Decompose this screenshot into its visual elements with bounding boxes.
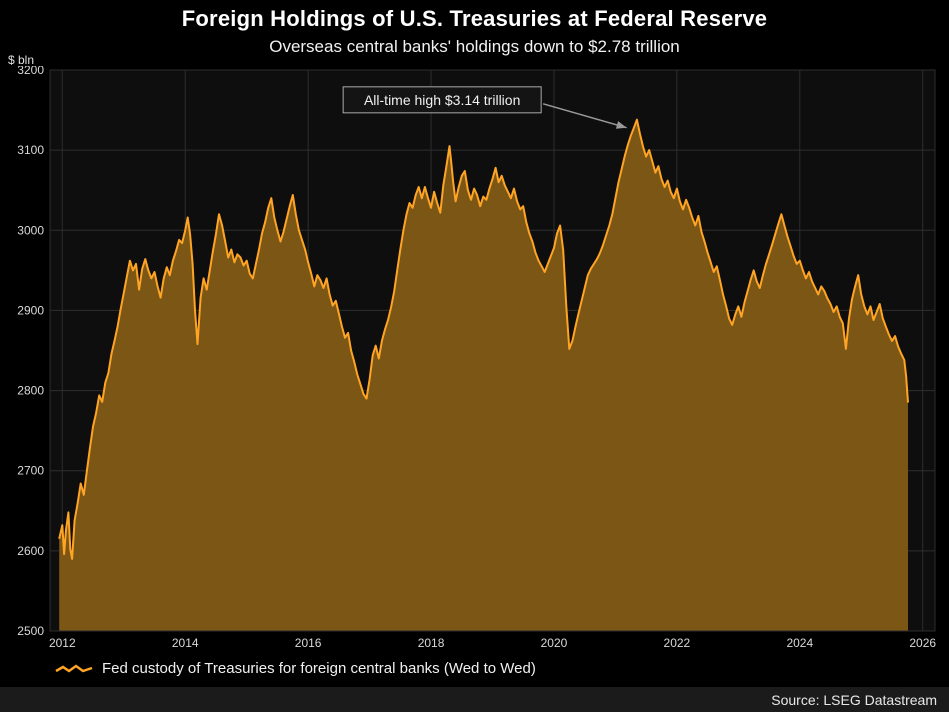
- legend-line-swatch: [55, 663, 93, 673]
- x-tick-label: 2014: [172, 636, 199, 650]
- treasuries-area-chart: 2500 2600 2700 2800 2900 3000 3100 3200 2012 2014…: [17, 66, 936, 650]
- x-tick-label: 2024: [786, 636, 813, 650]
- y-tick-label: 2700: [17, 464, 44, 478]
- source-text: Source: LSEG Datastream: [771, 691, 937, 708]
- x-tick-label: 2016: [295, 636, 322, 650]
- x-tick-label: 2012: [49, 636, 76, 650]
- annotation-arrowhead-icon: [615, 121, 627, 129]
- annotation-box: [342, 86, 542, 114]
- x-tick-label: 2026: [909, 636, 936, 650]
- y-tick-label: 3200: [17, 66, 44, 77]
- y-tick-label: 3000: [17, 223, 44, 237]
- y-tick-label: 2800: [17, 384, 44, 398]
- x-tick-label: 2018: [418, 636, 445, 650]
- data-line: [58, 118, 909, 560]
- y-tick-label: 2900: [17, 303, 44, 317]
- plot-border: [49, 69, 936, 632]
- page-title: Foreign Holdings of U.S. Treasuries at F…: [181, 6, 768, 31]
- x-tick-label: 2020: [541, 636, 568, 650]
- y-tick-label: 2600: [17, 544, 44, 558]
- legend: Fed custody of Treasuries for foreign ce…: [55, 660, 536, 677]
- source-bar: Source: LSEG Datastream: [0, 687, 949, 712]
- annotation-arrow-line: [542, 103, 627, 129]
- page-subtitle: Overseas central banks' holdings down to…: [269, 37, 680, 56]
- y-axis-unit-label: $ bln: [8, 53, 35, 67]
- legend-label: Fed custody of Treasuries for foreign ce…: [102, 660, 536, 677]
- y-tick-label: 3100: [17, 143, 44, 157]
- annotation-text: All-time high $3.14 trillion: [364, 92, 520, 108]
- x-tick-label: 2022: [664, 636, 691, 650]
- y-tick-label: 2500: [17, 624, 44, 638]
- area-fill: [59, 119, 908, 631]
